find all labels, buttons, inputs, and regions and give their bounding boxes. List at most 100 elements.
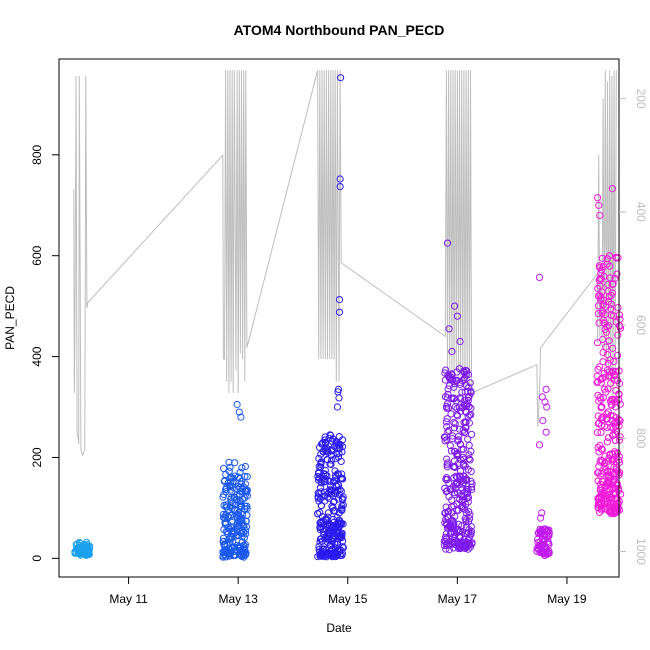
data-point — [616, 436, 624, 444]
data-point — [336, 183, 344, 191]
data-point — [608, 495, 616, 503]
data-point — [443, 436, 451, 444]
data-point — [597, 428, 605, 436]
data-point — [338, 502, 346, 510]
series-cluster-1 — [71, 538, 94, 560]
data-point — [241, 505, 249, 513]
data-point — [219, 510, 227, 519]
data-point — [447, 485, 455, 493]
data-point — [335, 296, 344, 304]
data-point — [460, 472, 468, 480]
data-point — [457, 467, 465, 475]
data-point — [456, 544, 464, 553]
data-point — [604, 280, 612, 289]
data-point — [539, 547, 547, 555]
data-point — [233, 523, 242, 531]
data-point — [458, 480, 467, 488]
data-point — [241, 462, 249, 471]
x-axis: May 11 May 13 May 15 May 17 May 19 — [109, 577, 587, 606]
data-point — [441, 437, 449, 445]
data-point — [242, 487, 250, 495]
data-point — [317, 463, 325, 471]
data-point — [600, 369, 608, 377]
data-point — [445, 382, 453, 390]
data-point — [599, 335, 607, 343]
data-point — [544, 537, 552, 545]
data-point — [447, 447, 455, 455]
data-point — [538, 535, 546, 543]
data-point — [225, 458, 233, 466]
data-point — [322, 553, 330, 561]
data-point — [606, 356, 614, 364]
data-point — [594, 504, 602, 512]
data-point — [323, 472, 331, 480]
data-point — [594, 444, 602, 452]
x-tick-label: May 13 — [218, 592, 258, 606]
data-point — [330, 489, 339, 497]
data-point — [598, 414, 606, 422]
data-point — [467, 404, 475, 412]
data-point — [462, 418, 470, 426]
data-point — [460, 367, 468, 375]
data-point — [443, 423, 451, 431]
data-point — [449, 517, 457, 526]
data-point — [464, 536, 472, 544]
data-point — [323, 550, 331, 558]
y2-tick-label: 1000 — [634, 538, 648, 565]
data-point — [240, 529, 248, 537]
data-point — [451, 302, 459, 310]
data-point — [460, 418, 468, 426]
data-point — [466, 511, 474, 519]
data-point — [450, 457, 458, 465]
data-point — [443, 487, 451, 495]
data-point — [336, 519, 344, 528]
data-point — [233, 400, 241, 409]
data-point — [544, 528, 552, 536]
data-point — [603, 438, 612, 446]
data-point — [221, 476, 229, 485]
data-point — [241, 502, 249, 510]
data-point — [458, 484, 466, 492]
data-point — [459, 445, 467, 453]
points-layer — [71, 74, 625, 561]
data-point — [596, 211, 604, 219]
data-point — [227, 482, 235, 490]
data-point — [332, 481, 340, 490]
series-cluster-6 — [593, 185, 625, 518]
data-point — [542, 428, 550, 436]
series-cluster-4 — [440, 239, 476, 554]
data-point — [442, 530, 450, 538]
y2-tick-label: 200 — [634, 89, 648, 109]
data-point — [325, 434, 333, 442]
data-point — [442, 545, 450, 553]
data-point — [608, 450, 617, 458]
x-axis-label: Date — [326, 621, 352, 635]
data-point — [607, 401, 615, 409]
data-point — [324, 448, 332, 456]
data-point — [607, 305, 615, 313]
data-point — [338, 530, 346, 538]
data-point — [602, 328, 611, 336]
data-point — [605, 322, 613, 330]
data-point — [454, 436, 462, 444]
data-point — [610, 476, 619, 484]
series-cluster-5 — [533, 273, 553, 560]
x-tick-label: May 11 — [109, 592, 148, 606]
data-point — [599, 263, 608, 271]
data-point — [227, 503, 235, 511]
data-point — [542, 385, 550, 393]
data-point — [241, 533, 249, 542]
data-point — [604, 359, 612, 368]
data-point — [609, 395, 617, 403]
data-point — [329, 504, 337, 512]
data-point — [602, 388, 610, 396]
data-point — [242, 526, 250, 535]
data-point — [598, 403, 606, 411]
data-point — [323, 445, 331, 453]
data-point — [335, 394, 343, 402]
data-point — [454, 433, 462, 441]
data-point — [450, 502, 458, 510]
data-point — [238, 519, 246, 527]
data-point — [448, 395, 456, 403]
data-point — [339, 475, 347, 483]
